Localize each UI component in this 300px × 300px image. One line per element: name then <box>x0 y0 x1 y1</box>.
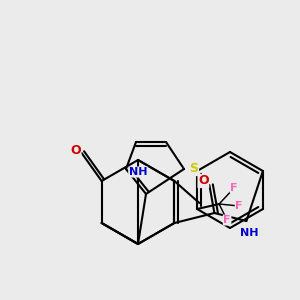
Text: NH: NH <box>129 167 147 177</box>
Text: NH: NH <box>240 228 259 238</box>
Text: F: F <box>230 183 238 193</box>
Text: F: F <box>223 215 231 225</box>
Text: F: F <box>235 201 243 211</box>
Text: O: O <box>70 145 81 158</box>
Text: S: S <box>190 163 199 176</box>
Text: O: O <box>198 175 209 188</box>
